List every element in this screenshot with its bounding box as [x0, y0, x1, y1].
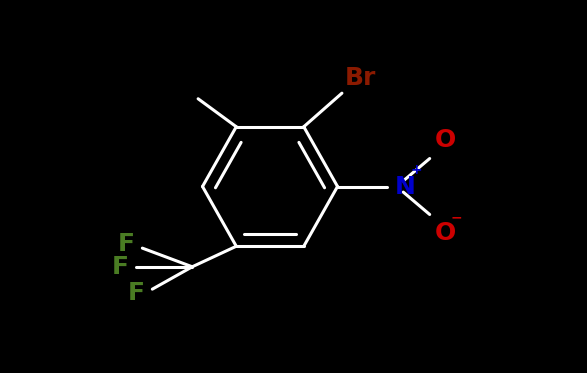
Text: Br: Br: [345, 66, 376, 90]
Text: N: N: [394, 175, 416, 198]
Text: F: F: [118, 232, 134, 256]
Text: −: −: [450, 210, 462, 225]
Text: +: +: [411, 163, 423, 177]
Text: F: F: [128, 281, 144, 305]
Text: F: F: [112, 255, 129, 279]
Text: O: O: [434, 128, 456, 152]
Text: O: O: [434, 221, 456, 245]
